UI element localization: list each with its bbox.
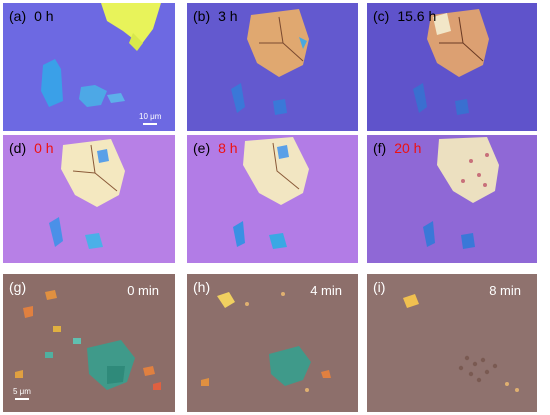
panel-letter: (f) — [373, 140, 387, 156]
panel-a: (a) 0 h 10 μm — [3, 3, 175, 131]
panel-b: (b) 3 h — [187, 3, 358, 131]
panel-label-a: (a) 0 h — [9, 9, 54, 23]
micrograph-h — [201, 292, 331, 392]
panel-letter: (e) — [193, 140, 211, 156]
scale-bar-label: 10 μm — [139, 112, 162, 121]
panel-i: (i) 8 min — [367, 274, 537, 412]
panel-label-e: (e) 8 h — [193, 141, 238, 155]
panel-g: (g) 0 min 5 μm — [3, 274, 175, 412]
panel-letter: (h) — [193, 279, 211, 295]
panel-letter: (c) — [373, 8, 390, 24]
micrograph-e — [233, 137, 309, 249]
panel-time: 0 h — [34, 8, 54, 24]
panel-time: 0 h — [34, 140, 54, 156]
panel-letter: (d) — [9, 140, 27, 156]
panel-letter: (a) — [9, 8, 27, 24]
panel-time: 8 h — [218, 140, 238, 156]
micrograph-f — [423, 137, 499, 249]
panel-label-i: (i) — [373, 280, 385, 294]
panel-time-g: 0 min — [127, 283, 159, 298]
scale-bar-label: 5 μm — [13, 387, 31, 396]
panel-h: (h) 4 min — [187, 274, 358, 412]
panel-label-g: (g) — [9, 280, 26, 294]
panel-c: (c) 15.6 h — [367, 3, 537, 131]
scale-bar-bottom: 5 μm — [13, 388, 31, 400]
panel-letter: (g) — [9, 279, 27, 295]
micrograph-b — [231, 9, 309, 115]
scale-bar-top: 10 μm — [139, 113, 161, 125]
micrograph-d — [49, 139, 125, 249]
panel-time: 3 h — [218, 8, 238, 24]
scale-bar-line — [14, 398, 29, 400]
panel-label-c: (c) 15.6 h — [373, 9, 436, 23]
panel-time: 15.6 h — [397, 8, 437, 24]
panel-time-h: 4 min — [310, 283, 342, 298]
panel-letter: (b) — [193, 8, 211, 24]
panel-label-d: (d) 0 h — [9, 141, 54, 155]
micrograph-i — [403, 294, 519, 392]
panel-label-h: (h) — [193, 280, 210, 294]
panel-e: (e) 8 h — [187, 135, 358, 263]
panel-f: (f) 20 h — [367, 135, 537, 263]
micrograph-g — [15, 290, 161, 390]
panel-label-f: (f) 20 h — [373, 141, 421, 155]
micrograph-a — [41, 3, 161, 107]
panel-time-i: 8 min — [489, 283, 521, 298]
panel-time: 20 h — [394, 140, 422, 156]
panel-label-b: (b) 3 h — [193, 9, 238, 23]
panel-letter: (i) — [373, 279, 386, 295]
micrograph-c — [413, 9, 489, 115]
panel-d: (d) 0 h — [3, 135, 175, 263]
scale-bar-line — [143, 123, 158, 125]
